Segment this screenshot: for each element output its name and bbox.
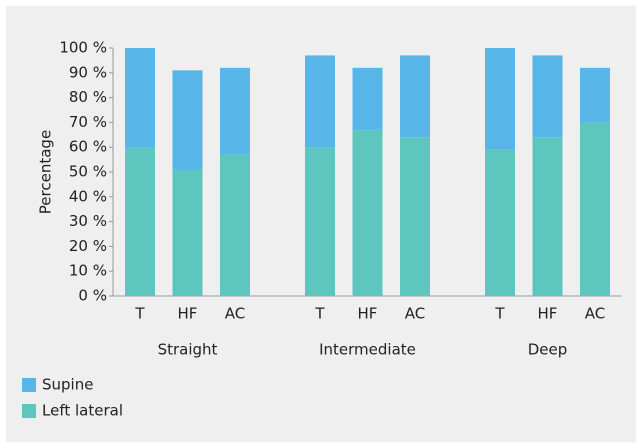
bar-segment bbox=[532, 55, 563, 138]
bar-segment bbox=[532, 137, 563, 296]
y-tick-label: 90 % bbox=[69, 63, 107, 81]
x-tick-label: HF bbox=[538, 305, 558, 323]
y-tick-label: 40 % bbox=[69, 187, 107, 205]
bar-segment bbox=[305, 55, 335, 148]
x-tick-label: AC bbox=[585, 305, 605, 323]
y-tick-label: 30 % bbox=[69, 212, 107, 230]
bar-segment bbox=[125, 147, 155, 296]
bar-segment bbox=[580, 122, 610, 297]
bar-segment bbox=[125, 48, 155, 148]
y-tick-label: 100 % bbox=[59, 39, 107, 57]
x-tick-label: HF bbox=[178, 305, 198, 323]
legend-swatch bbox=[22, 378, 36, 392]
x-tick-label: T bbox=[494, 305, 505, 323]
y-tick-label: 50 % bbox=[69, 163, 107, 181]
bar-segment bbox=[352, 129, 383, 296]
legend-label: Supine bbox=[42, 376, 93, 394]
bar-segment bbox=[400, 137, 430, 296]
group-label: Straight bbox=[158, 341, 218, 359]
y-tick-label: 0 % bbox=[78, 287, 107, 305]
bar-segment bbox=[485, 149, 515, 296]
x-tick-label: T bbox=[134, 305, 145, 323]
y-tick-label: 70 % bbox=[69, 113, 107, 131]
y-tick-label: 20 % bbox=[69, 237, 107, 255]
bar-segment bbox=[172, 70, 203, 170]
y-tick-label: 80 % bbox=[69, 88, 107, 106]
x-tick-label: HF bbox=[358, 305, 378, 323]
x-tick-label: T bbox=[314, 305, 325, 323]
y-tick-label: 10 % bbox=[69, 262, 107, 280]
legend-swatch bbox=[22, 404, 36, 418]
x-tick-label: AC bbox=[405, 305, 425, 323]
bar-segment bbox=[220, 154, 250, 296]
bar-segment bbox=[580, 67, 610, 123]
x-tick-label: AC bbox=[225, 305, 245, 323]
bar-segment bbox=[485, 48, 515, 150]
bar-segment bbox=[305, 147, 335, 296]
y-tick-label: 60 % bbox=[69, 138, 107, 156]
legend-label: Left lateral bbox=[42, 402, 123, 420]
bar-segment bbox=[352, 67, 383, 130]
y-axis-label: Percentage bbox=[37, 130, 55, 214]
group-label: Deep bbox=[528, 341, 568, 359]
group-label: Intermediate bbox=[319, 341, 416, 359]
bar-segment bbox=[220, 67, 250, 155]
bar-segment bbox=[400, 55, 430, 138]
bar-segment bbox=[172, 169, 203, 296]
